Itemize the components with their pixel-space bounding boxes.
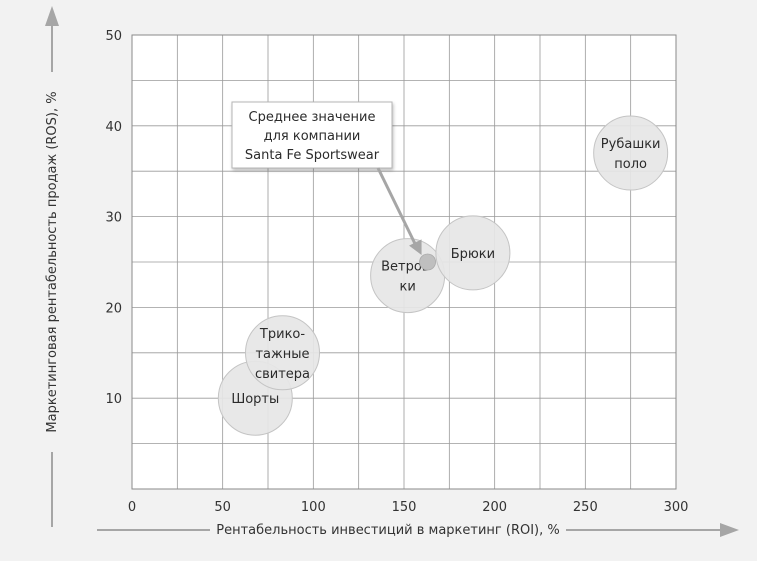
x-axis-title: Рентабельность инвестиций в маркетинг (R… xyxy=(216,523,560,538)
x-tick-label: 200 xyxy=(482,500,507,515)
annotation-text: Santa Fe Sportswear xyxy=(245,148,380,163)
bubble xyxy=(435,215,511,291)
y-tick-label: 30 xyxy=(105,211,122,226)
x-tick-label: 50 xyxy=(214,500,231,515)
bubble-label: поло xyxy=(614,157,647,172)
x-tick-label: 150 xyxy=(392,500,417,515)
bubble-label: свитера xyxy=(255,367,310,382)
x-tick-label: 300 xyxy=(664,500,689,515)
x-tick-label: 100 xyxy=(301,500,326,515)
bubble xyxy=(245,315,321,391)
bubble-label: ки xyxy=(399,280,415,295)
bubble-label: Трико- xyxy=(259,327,305,342)
plot-border xyxy=(131,34,677,490)
bubble-label: Шорты xyxy=(231,392,279,407)
x-tick-label: 0 xyxy=(128,500,136,515)
x-tick-label: 250 xyxy=(573,500,598,515)
y-tick-label: 10 xyxy=(105,392,122,407)
annotation-arrowhead xyxy=(409,239,422,255)
bubble xyxy=(370,238,446,314)
annotation-box xyxy=(231,101,393,169)
bubble-label: Рубашки xyxy=(601,137,661,152)
x-axis-arrowhead xyxy=(720,523,739,537)
y-axis-arrowhead xyxy=(45,6,59,26)
annotation-arrow-line xyxy=(376,167,419,250)
y-tick-label: 20 xyxy=(105,301,122,316)
y-tick-label: 40 xyxy=(105,120,122,135)
average-point xyxy=(419,253,436,271)
annotation-text: Среднее значение xyxy=(249,110,376,125)
annotation-text: для компании xyxy=(264,129,361,144)
bubble-label: Брюки xyxy=(451,247,495,262)
y-tick-label: 50 xyxy=(105,29,122,44)
bubble xyxy=(593,115,669,191)
y-axis-title: Маркетинговая рентабельность продаж (ROS… xyxy=(45,91,60,432)
bubble-label: тажные xyxy=(255,347,309,362)
